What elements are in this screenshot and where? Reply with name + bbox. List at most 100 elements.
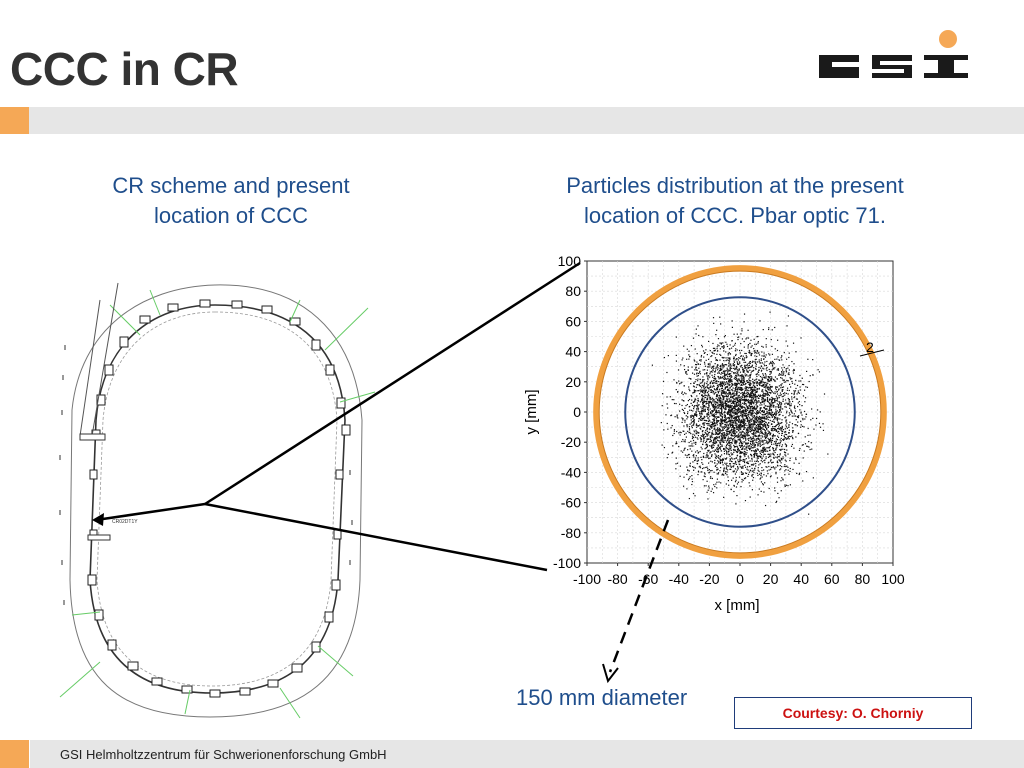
particle-point: [760, 427, 762, 429]
particle-point: [745, 403, 747, 405]
particle-point: [771, 416, 773, 418]
particle-point: [753, 443, 755, 446]
particle-point: [809, 448, 811, 451]
particle-point: [766, 415, 768, 417]
particle-point: [773, 467, 775, 469]
particle-point: [750, 399, 752, 402]
particle-point: [780, 377, 782, 379]
particle-point: [716, 436, 718, 438]
particle-point: [748, 381, 750, 383]
particle-point: [751, 414, 753, 416]
particle-point: [731, 442, 733, 444]
particle-point: [762, 424, 764, 426]
particle-point: [760, 385, 762, 387]
particle-point: [716, 466, 718, 469]
particle-point: [690, 409, 693, 411]
particle-point: [728, 370, 730, 372]
particle-point: [767, 388, 769, 391]
particle-point: [718, 371, 720, 373]
particle-point: [769, 408, 771, 410]
particle-point: [679, 403, 681, 405]
particle-point: [688, 470, 690, 472]
particle-point: [753, 463, 755, 465]
particle-point: [781, 444, 784, 446]
particle-point: [755, 390, 757, 393]
particle-point: [749, 460, 751, 462]
particle-point: [734, 388, 737, 391]
particle-point: [740, 428, 742, 431]
particle-point: [741, 466, 743, 468]
particle-point: [702, 405, 704, 407]
particle-point: [705, 447, 707, 449]
particle-point: [758, 417, 760, 419]
particle-point: [766, 470, 768, 472]
particle-point: [758, 369, 760, 371]
particle-point: [708, 423, 710, 425]
particle-point: [732, 411, 734, 414]
particle-point: [740, 421, 743, 423]
particle-point: [811, 448, 813, 450]
particle-point: [758, 423, 760, 425]
particle-point: [683, 476, 685, 478]
particle-point: [741, 381, 743, 383]
particle-point: [741, 452, 744, 454]
particle-point: [726, 433, 728, 435]
particle-point: [799, 447, 801, 450]
particle-point: [770, 389, 773, 391]
particle-point: [719, 408, 721, 410]
particle-point: [680, 431, 682, 434]
particle-point: [722, 436, 724, 439]
particle-point: [769, 399, 771, 401]
particle-point: [715, 407, 717, 409]
particle-point: [765, 377, 767, 379]
particle-point: [742, 371, 744, 373]
particle-point: [714, 392, 716, 394]
particle-point: [747, 398, 749, 401]
particle-point: [787, 393, 789, 395]
particle-point: [822, 429, 825, 432]
particle-point: [738, 425, 741, 427]
particle-point: [777, 418, 779, 421]
particle-point: [756, 456, 759, 458]
particle-point: [764, 394, 766, 397]
particle-point: [742, 380, 744, 382]
particle-point: [740, 384, 742, 386]
particle-point: [756, 355, 758, 358]
particle-point: [719, 353, 721, 356]
particle-point: [740, 451, 742, 453]
particle-point: [700, 419, 702, 421]
particle-point: [695, 443, 697, 445]
particle-point: [742, 421, 744, 424]
particle-point: [696, 409, 698, 411]
particle-point: [691, 483, 693, 486]
particle-point: [780, 462, 782, 464]
particle-point: [729, 449, 731, 451]
particle-point: [699, 389, 701, 391]
particle-point: [759, 426, 762, 428]
particle-point: [774, 425, 777, 428]
particle-point: [720, 366, 722, 368]
particle-point: [702, 402, 704, 405]
particle-point: [731, 405, 733, 407]
particle-point: [728, 375, 730, 378]
particle-point: [719, 400, 722, 402]
particle-point: [745, 439, 747, 441]
particle-point: [743, 346, 745, 348]
particle-point: [703, 389, 705, 391]
particle-point: [701, 398, 703, 400]
particle-point: [700, 413, 702, 415]
particle-point: [720, 420, 722, 422]
particle-point: [705, 440, 708, 442]
particle-point: [764, 356, 767, 358]
particle-point: [783, 381, 785, 383]
particle-point: [730, 429, 733, 431]
particle-point: [701, 459, 703, 461]
particle-point: [774, 417, 777, 419]
particle-point: [754, 453, 756, 455]
particle-point: [764, 373, 767, 375]
particle-point: [785, 392, 787, 394]
particle-point: [740, 377, 743, 379]
particle-point: [774, 380, 776, 382]
particle-point: [758, 400, 760, 402]
particle-point: [754, 435, 756, 437]
